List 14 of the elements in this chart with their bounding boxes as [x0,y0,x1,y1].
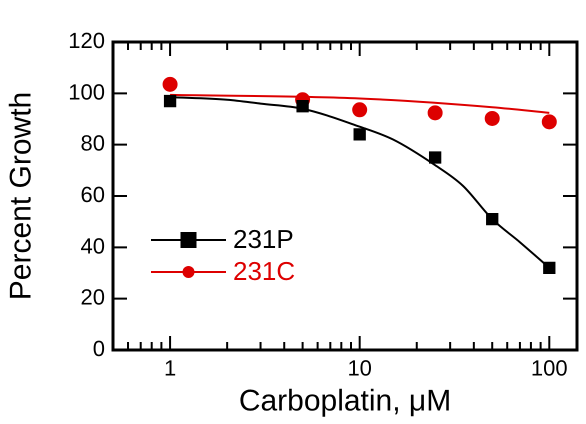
x-axis-title: Carboplatin, μM [238,384,452,418]
x-tick-label: 1 [164,355,176,380]
y-tick-label: 20 [80,284,105,310]
y-axis-title: Percent Growth [4,92,38,300]
y-tick-label: 80 [80,130,105,156]
x-tick-label: 100 [530,355,568,380]
y-tick-label: 0 [92,336,105,362]
legend-label: 231P [233,224,294,254]
legend-label: 231C [233,256,296,286]
y-tick-label: 100 [68,79,105,104]
y-tick-label: 120 [68,28,105,54]
y-tick-label: 40 [80,233,105,258]
y-tick-label: 60 [80,182,105,208]
x-tick-label: 10 [347,355,372,380]
